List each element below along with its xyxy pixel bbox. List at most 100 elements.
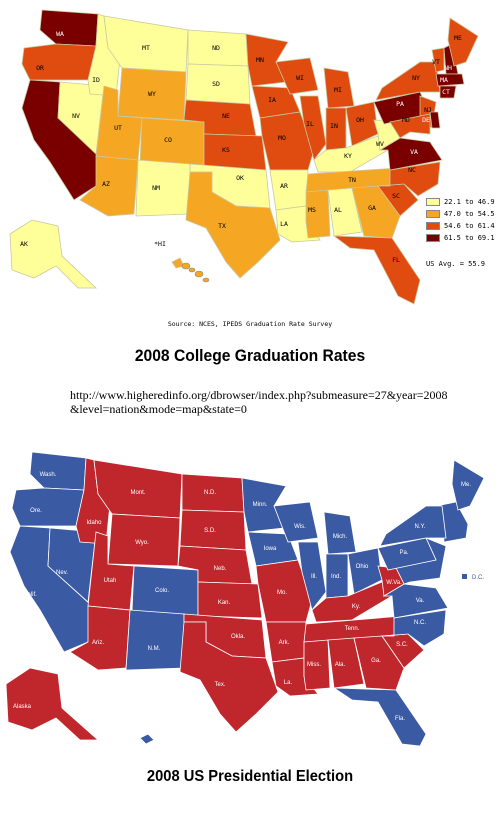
state-label-ms: MS <box>308 206 316 214</box>
state-wi <box>275 57 319 95</box>
hawaii-island <box>181 262 191 270</box>
state-de <box>429 111 441 129</box>
state-label-mich: Mich. <box>333 534 348 540</box>
legend-swatch <box>426 198 440 206</box>
state-label-ky: KY <box>344 152 352 160</box>
state-label-vt: VT <box>432 58 440 66</box>
state-label-okla: Okla. <box>231 634 245 640</box>
graduation-rate-legend: 22.1 to 46.9 47.0 to 54.5 54.6 to 61.4 6… <box>426 196 495 268</box>
state-label-sc: SC <box>392 192 400 200</box>
state-label-sd: S.D. <box>204 528 216 534</box>
state-label-md: MD <box>402 116 410 124</box>
state-label-ks: KS <box>222 146 230 154</box>
state-ala <box>327 637 365 689</box>
state-label-nd: ND <box>212 44 220 52</box>
state-label-pa: PA <box>396 100 404 108</box>
state-label-ark: Ark. <box>279 640 290 646</box>
state-label-fla: Fla. <box>395 716 405 722</box>
state-label-tx: TX <box>218 222 226 230</box>
legend-item: 22.1 to 46.9 <box>426 196 495 208</box>
state-label-mo: Mo. <box>277 590 287 596</box>
state-alaska <box>5 667 100 741</box>
state-ny <box>375 61 441 101</box>
state-label-oh: OH <box>356 116 364 124</box>
state-label-kan: Kan. <box>218 600 231 606</box>
state-label-nm: NM <box>152 184 160 192</box>
state-label-sc: S.C. <box>396 642 408 648</box>
state-label-me: Me. <box>461 482 471 488</box>
state-al <box>327 187 363 237</box>
state-label-ohio: Ohio <box>356 564 369 570</box>
state-label-utah: Utah <box>104 578 117 584</box>
state-label-fl: FL <box>392 256 400 264</box>
state-label-sd: SD <box>212 80 220 88</box>
state-label-la: La. <box>284 680 293 686</box>
state-nc <box>377 161 441 197</box>
state-label-ky: Ky. <box>352 604 361 610</box>
state-label-ar: AR <box>280 182 288 190</box>
state-label-mi: MI <box>334 86 342 94</box>
source-url-line-1: http://www.higheredinfo.org/dbrowser/ind… <box>70 388 448 402</box>
state-il <box>299 95 327 161</box>
state-wis <box>273 501 319 543</box>
state-co <box>139 117 205 167</box>
state-label-wyo: Wyo. <box>135 540 149 546</box>
legend-swatch <box>426 210 440 218</box>
election-map-title: 2008 US Presidential Election <box>146 768 354 785</box>
state-label-mt: MT <box>142 44 150 52</box>
state-label-tex: Tex. <box>214 682 225 688</box>
legend-label: 61.5 to 69.1 <box>444 234 495 242</box>
state-label-nc: N.C. <box>414 620 426 626</box>
state-label-nv: NV <box>72 112 80 120</box>
state-nc <box>381 609 447 647</box>
state-fla <box>332 687 427 746</box>
state-tex <box>179 621 279 733</box>
state-wash <box>29 451 87 491</box>
hawaii-island <box>194 270 204 278</box>
state-label-ala: Ala. <box>335 662 346 668</box>
state-label-ct: CT <box>442 88 450 96</box>
dc-label: D.C. <box>472 575 484 581</box>
state-label-ca: CA <box>30 150 38 158</box>
legend-swatch <box>426 222 440 230</box>
state-fl <box>332 235 421 305</box>
state-pa <box>377 537 437 571</box>
state-ill <box>297 541 327 611</box>
election-map-svg: Wash. Ore. Calif. Nev. Idaho Mont. Wyo. Utah Ari… <box>5 451 485 746</box>
state-label-wy: WY <box>148 90 156 98</box>
state-label-ia: IA <box>268 96 276 104</box>
state-label-iowa: Iowa <box>264 546 277 552</box>
state-label-wva: W.Va. <box>386 580 402 586</box>
state-label-or: OR <box>36 64 44 72</box>
source-url[interactable]: http://www.higheredinfo.org/dbrowser/ind… <box>70 388 450 416</box>
state-label-wash: Wash. <box>40 472 57 478</box>
state-label-mo: MO <box>278 134 286 142</box>
state-md <box>389 113 431 139</box>
legend-label: 54.6 to 61.4 <box>444 222 495 230</box>
state-label-va: Va. <box>416 598 425 604</box>
state-mn <box>245 33 289 87</box>
state-or <box>21 43 97 81</box>
legend-label: 47.0 to 54.5 <box>444 210 495 218</box>
hawaii-island <box>202 277 210 283</box>
state-label-me: ME <box>454 34 462 42</box>
state-vt <box>431 47 445 73</box>
state-label-ore: Ore. <box>30 508 42 514</box>
state-label-mont: Mont. <box>130 490 145 496</box>
state-label-de: DE <box>422 116 430 124</box>
state-ga <box>353 635 405 691</box>
state-ma <box>435 73 465 87</box>
state-label-nh: NH <box>444 64 452 72</box>
state-hawaii <box>139 733 155 745</box>
legend-item: 54.6 to 61.4 <box>426 220 495 232</box>
legend-item: 47.0 to 54.5 <box>426 208 495 220</box>
state-label-alaska: Alaska <box>13 704 32 710</box>
election-map: Wash. Ore. Calif. Nev. Idaho Mont. Wyo. Utah Ari… <box>0 446 500 746</box>
state-label-ny: NY <box>412 74 420 82</box>
state-kan <box>197 581 263 619</box>
state-label-in: IN <box>330 122 338 130</box>
state-ga <box>351 185 401 239</box>
state-me <box>447 17 479 67</box>
state-label-ok: OK <box>236 174 244 182</box>
state-label-nj: NJ <box>424 106 432 114</box>
